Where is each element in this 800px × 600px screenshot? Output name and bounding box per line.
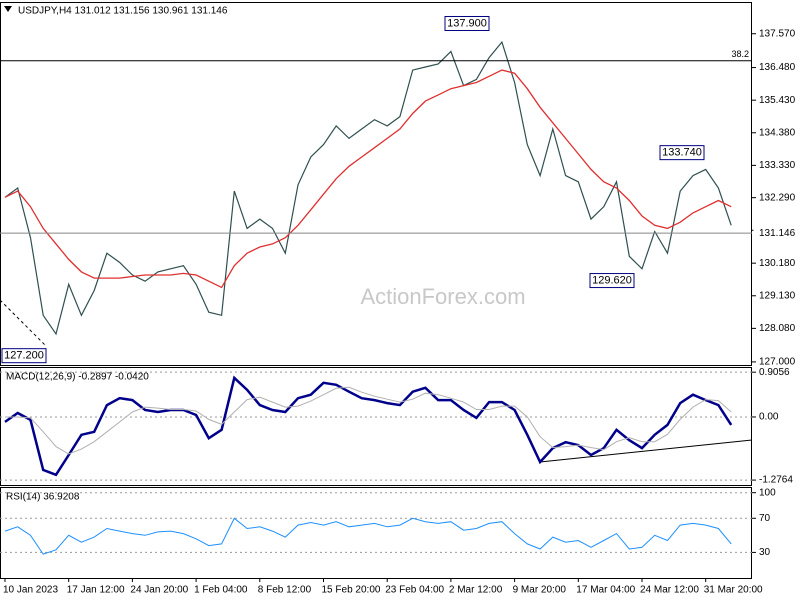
series-line xyxy=(5,386,732,455)
watermark: ActionForex.com xyxy=(360,284,525,309)
panel-header: USDJPY,H4 131.012 131.156 130.961 131.14… xyxy=(18,6,228,17)
y-tick-label: 129.130 xyxy=(759,290,796,301)
annotation-box xyxy=(444,15,490,31)
x-tick-label: 10 Jan 2023 xyxy=(3,585,58,596)
macd-panel xyxy=(0,367,752,486)
x-tick-label: 9 Mar 20:00 xyxy=(513,585,567,596)
annotation-box xyxy=(1,348,47,364)
panel-header: MACD(12,26,9) -0.2897 -0.0420 xyxy=(6,372,149,383)
price-panel xyxy=(0,2,752,366)
y-tick-label: 133.330 xyxy=(759,160,796,171)
y-tick-label: 130.180 xyxy=(759,258,796,269)
x-tick-label: 17 Mar 04:00 xyxy=(576,585,635,596)
y-tick-label: 137.570 xyxy=(759,28,796,39)
annotation-label: 133.740 xyxy=(662,147,702,159)
y-tick-label: 134.380 xyxy=(759,127,796,138)
y-tick-label: 135.430 xyxy=(759,95,796,106)
y-tick-label: 132.290 xyxy=(759,192,796,203)
x-tick-label: 17 Jan 12:00 xyxy=(67,585,125,596)
y-tick-label: 30 xyxy=(759,547,771,558)
series-line xyxy=(4,517,732,555)
y-tick-label: -1.2764 xyxy=(759,475,793,486)
x-tick-label: 15 Feb 20:00 xyxy=(322,585,381,596)
symbol-icon xyxy=(4,6,12,12)
annotation-label: 127.200 xyxy=(4,350,44,362)
series-line xyxy=(4,375,733,477)
y-tick-label: 100 xyxy=(759,487,776,498)
fib-label: 38.2 xyxy=(731,49,749,59)
y-tick-label: 136.480 xyxy=(759,62,796,73)
rsi-panel xyxy=(0,487,752,579)
annotation-label: 129.620 xyxy=(592,274,632,286)
last-price-label: 131.146 xyxy=(759,228,796,239)
y-tick-label: 127.000 xyxy=(759,357,796,368)
panel-header: RSI(14) 36.9208 xyxy=(6,492,80,503)
x-tick-label: 24 Mar 12:00 xyxy=(640,585,699,596)
x-tick-label: 23 Feb 04:00 xyxy=(385,585,444,596)
y-tick-label: 128.080 xyxy=(759,323,796,334)
annotation-box xyxy=(589,273,635,289)
series-line xyxy=(4,40,732,336)
y-tick-label: 0.00 xyxy=(759,412,779,423)
x-tick-label: 31 Mar 20:00 xyxy=(704,585,763,596)
trend-line xyxy=(0,299,47,347)
x-tick-label: 24 Jan 20:00 xyxy=(130,585,188,596)
annotation-box xyxy=(659,145,705,161)
x-tick-label: 8 Feb 12:00 xyxy=(258,585,312,596)
last-price-tag xyxy=(753,225,800,241)
y-tick-label: 0.9056 xyxy=(759,367,790,378)
series-line xyxy=(4,69,732,289)
x-tick-label: 1 Feb 04:00 xyxy=(194,585,248,596)
x-tick-label: 2 Mar 12:00 xyxy=(449,585,503,596)
y-tick-label: 70 xyxy=(759,513,771,524)
annotation-label: 137.900 xyxy=(447,17,487,29)
macd-trend-line xyxy=(539,439,753,463)
